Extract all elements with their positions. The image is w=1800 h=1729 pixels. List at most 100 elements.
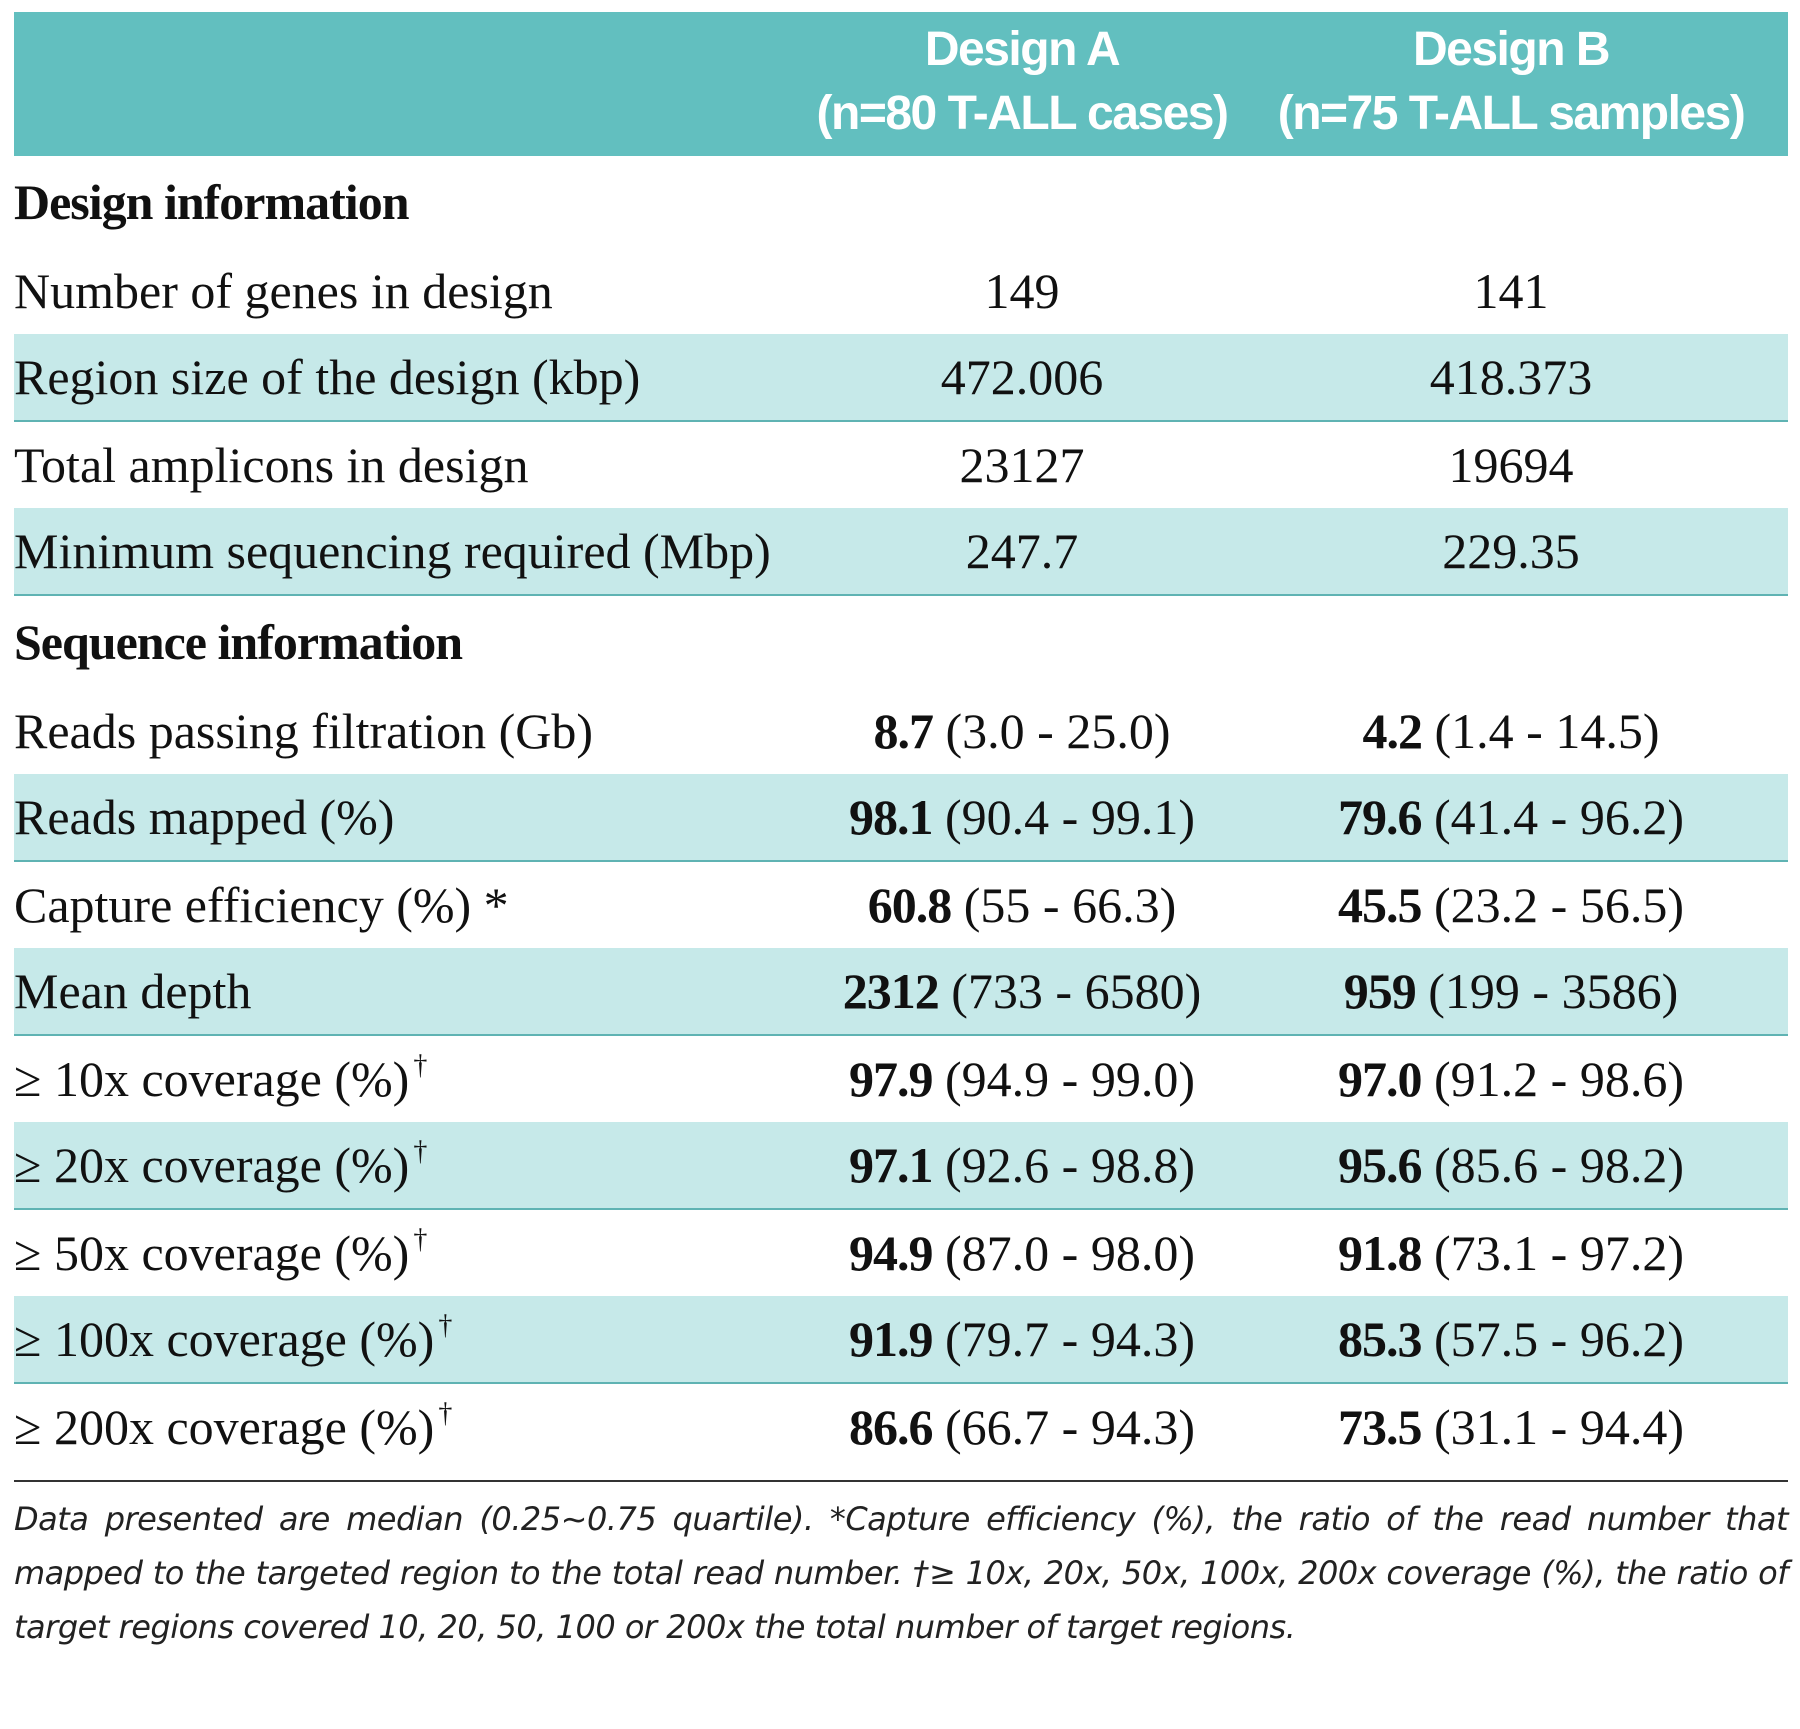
- quartile-range: (79.7 - 94.3): [945, 1311, 1195, 1367]
- design-a-value: 8.7 (3.0 - 25.0): [810, 688, 1234, 774]
- design-a-value: 472.006: [810, 334, 1234, 422]
- design-b-value: 229.35: [1234, 508, 1788, 596]
- table-footnote: Data presented are median (0.25~0.75 qua…: [14, 1500, 1789, 1646]
- median-value: 2312: [842, 963, 940, 1019]
- quartile-range: (66.7 - 94.3): [945, 1399, 1195, 1455]
- dagger-mark: †: [438, 1310, 453, 1341]
- design-a-value: 2312 (733 - 6580): [810, 948, 1234, 1036]
- quartile-range: (94.9 - 99.0): [945, 1051, 1195, 1107]
- row-label: Capture efficiency (%) *: [14, 861, 810, 948]
- row-label-text: ≥ 20x coverage (%): [14, 1137, 410, 1193]
- table-row: ≥ 50x coverage (%) † 94.9 (87.0 - 98.0) 9…: [14, 1209, 1788, 1296]
- quartile-range: (85.6 - 98.2): [1434, 1137, 1684, 1193]
- row-label: ≥ 100x coverage (%) †: [14, 1296, 810, 1384]
- section-title: Design information: [14, 174, 410, 230]
- design-a-value: 97.1 (92.6 - 98.8): [810, 1122, 1234, 1210]
- dagger-mark: †: [413, 1050, 428, 1081]
- quartile-range: (92.6 - 98.8): [945, 1137, 1195, 1193]
- median-value: 97.0: [1338, 1051, 1422, 1107]
- median-value: 95.6: [1338, 1137, 1422, 1193]
- row-label-text: ≥ 50x coverage (%): [14, 1225, 410, 1281]
- dagger-mark: †: [438, 1398, 453, 1429]
- header-design-a: Design A (n=80 T-ALL cases): [810, 12, 1234, 156]
- table-row: Reads passing filtration (Gb) 8.7 (3.0 -…: [14, 688, 1788, 774]
- row-label: ≥ 10x coverage (%) †: [14, 1035, 810, 1122]
- row-label: Total amplicons in design: [14, 437, 529, 493]
- row-label: Region size of the design (kbp): [14, 334, 810, 422]
- quartile-range: (23.2 - 56.5): [1434, 877, 1684, 933]
- median-value: 98.1: [849, 789, 933, 845]
- design-a-value: 86.6 (66.7 - 94.3): [810, 1383, 1234, 1470]
- quartile-range: (73.1 - 97.2): [1434, 1225, 1684, 1281]
- section-row-sequence-info: Sequence information: [14, 595, 1788, 688]
- row-label: ≥ 50x coverage (%) †: [14, 1209, 810, 1296]
- dagger-mark: †: [413, 1136, 428, 1167]
- row-label-text: Reads mapped (%): [14, 789, 395, 845]
- design-b-value: 959 (199 - 3586): [1234, 948, 1788, 1036]
- row-label: Number of genes in design: [14, 263, 553, 319]
- header-blank-cell: [14, 12, 810, 156]
- table-row: ≥ 20x coverage (%) † 97.1 (92.6 - 98.8) 9…: [14, 1122, 1788, 1210]
- quartile-range: (57.5 - 96.2): [1434, 1311, 1684, 1367]
- design-b-value: 4.2 (1.4 - 14.5): [1234, 688, 1788, 774]
- design-b-value: 79.6 (41.4 - 96.2): [1234, 774, 1788, 862]
- design-a-value: 23127: [959, 437, 1085, 493]
- table-row: Capture efficiency (%) * 60.8 (55 - 66.3…: [14, 861, 1788, 948]
- median-value: 73.5: [1338, 1399, 1422, 1455]
- table-container: Design A (n=80 T-ALL cases) Design B (n=…: [14, 12, 1789, 1654]
- table-row: ≥ 10x coverage (%) † 97.9 (94.9 - 99.0) 9…: [14, 1035, 1788, 1122]
- row-label-text: ≥ 100x coverage (%): [14, 1311, 435, 1367]
- sequencing-stats-table: Design A (n=80 T-ALL cases) Design B (n=…: [14, 12, 1788, 1470]
- design-a-value: 91.9 (79.7 - 94.3): [810, 1296, 1234, 1384]
- median-value: 8.7: [873, 703, 934, 759]
- table-row: Total amplicons in design 23127 19694: [14, 421, 1788, 508]
- median-value: 4.2: [1362, 703, 1423, 759]
- median-value: 959: [1343, 963, 1417, 1019]
- design-b-value: 95.6 (85.6 - 98.2): [1234, 1122, 1788, 1210]
- quartile-range: (90.4 - 99.1): [945, 789, 1195, 845]
- table-row: Number of genes in design 149 141: [14, 248, 1788, 334]
- quartile-range: (199 - 3586): [1428, 963, 1679, 1019]
- design-a-value: 94.9 (87.0 - 98.0): [810, 1209, 1234, 1296]
- median-value: 85.3: [1338, 1311, 1422, 1367]
- design-a-value: 98.1 (90.4 - 99.1): [810, 774, 1234, 862]
- row-label-text: Reads passing filtration (Gb): [14, 703, 594, 759]
- row-label: ≥ 200x coverage (%) †: [14, 1383, 810, 1470]
- median-value: 45.5: [1338, 877, 1422, 933]
- dagger-mark: †: [413, 1224, 428, 1255]
- table-row: ≥ 100x coverage (%) † 91.9 (79.7 - 94.3) …: [14, 1296, 1788, 1384]
- row-label-text: Capture efficiency (%) *: [14, 877, 509, 933]
- design-a-value: 60.8 (55 - 66.3): [810, 861, 1234, 948]
- header-design-b-subtitle: (n=75 T-ALL samples): [1277, 87, 1746, 140]
- row-label-text: ≥ 200x coverage (%): [14, 1399, 435, 1455]
- table-row: Minimum sequencing required (Mbp) 247.7 …: [14, 508, 1788, 596]
- row-label: Minimum sequencing required (Mbp): [14, 508, 810, 596]
- median-value: 97.9: [849, 1051, 933, 1107]
- design-b-value: 141: [1473, 263, 1549, 319]
- table-header-row: Design A (n=80 T-ALL cases) Design B (n=…: [14, 12, 1788, 156]
- quartile-range: (87.0 - 98.0): [945, 1225, 1195, 1281]
- design-a-value: 247.7: [810, 508, 1234, 596]
- design-a-value: 149: [984, 263, 1060, 319]
- footnote-divider: [14, 1480, 1788, 1482]
- median-value: 97.1: [849, 1137, 933, 1193]
- design-b-value: 97.0 (91.2 - 98.6): [1234, 1035, 1788, 1122]
- table-row: Mean depth 2312 (733 - 6580) 959 (199 - …: [14, 948, 1788, 1036]
- row-label-text: Mean depth: [14, 963, 252, 1019]
- quartile-range: (1.4 - 14.5): [1434, 703, 1660, 759]
- quartile-range: (733 - 6580): [951, 963, 1202, 1019]
- quartile-range: (3.0 - 25.0): [945, 703, 1171, 759]
- median-value: 79.6: [1338, 789, 1422, 845]
- design-b-value: 19694: [1448, 437, 1574, 493]
- median-value: 91.9: [849, 1311, 933, 1367]
- quartile-range: (55 - 66.3): [963, 877, 1177, 933]
- design-b-value: 45.5 (23.2 - 56.5): [1234, 861, 1788, 948]
- median-value: 94.9: [849, 1225, 933, 1281]
- design-a-value: 97.9 (94.9 - 99.0): [810, 1035, 1234, 1122]
- row-label-text: ≥ 10x coverage (%): [14, 1051, 410, 1107]
- design-b-value: 85.3 (57.5 - 96.2): [1234, 1296, 1788, 1384]
- header-design-b-title: Design B: [1412, 23, 1611, 76]
- row-label: ≥ 20x coverage (%) †: [14, 1122, 810, 1210]
- quartile-range: (41.4 - 96.2): [1434, 789, 1684, 845]
- row-label: Reads mapped (%): [14, 774, 810, 862]
